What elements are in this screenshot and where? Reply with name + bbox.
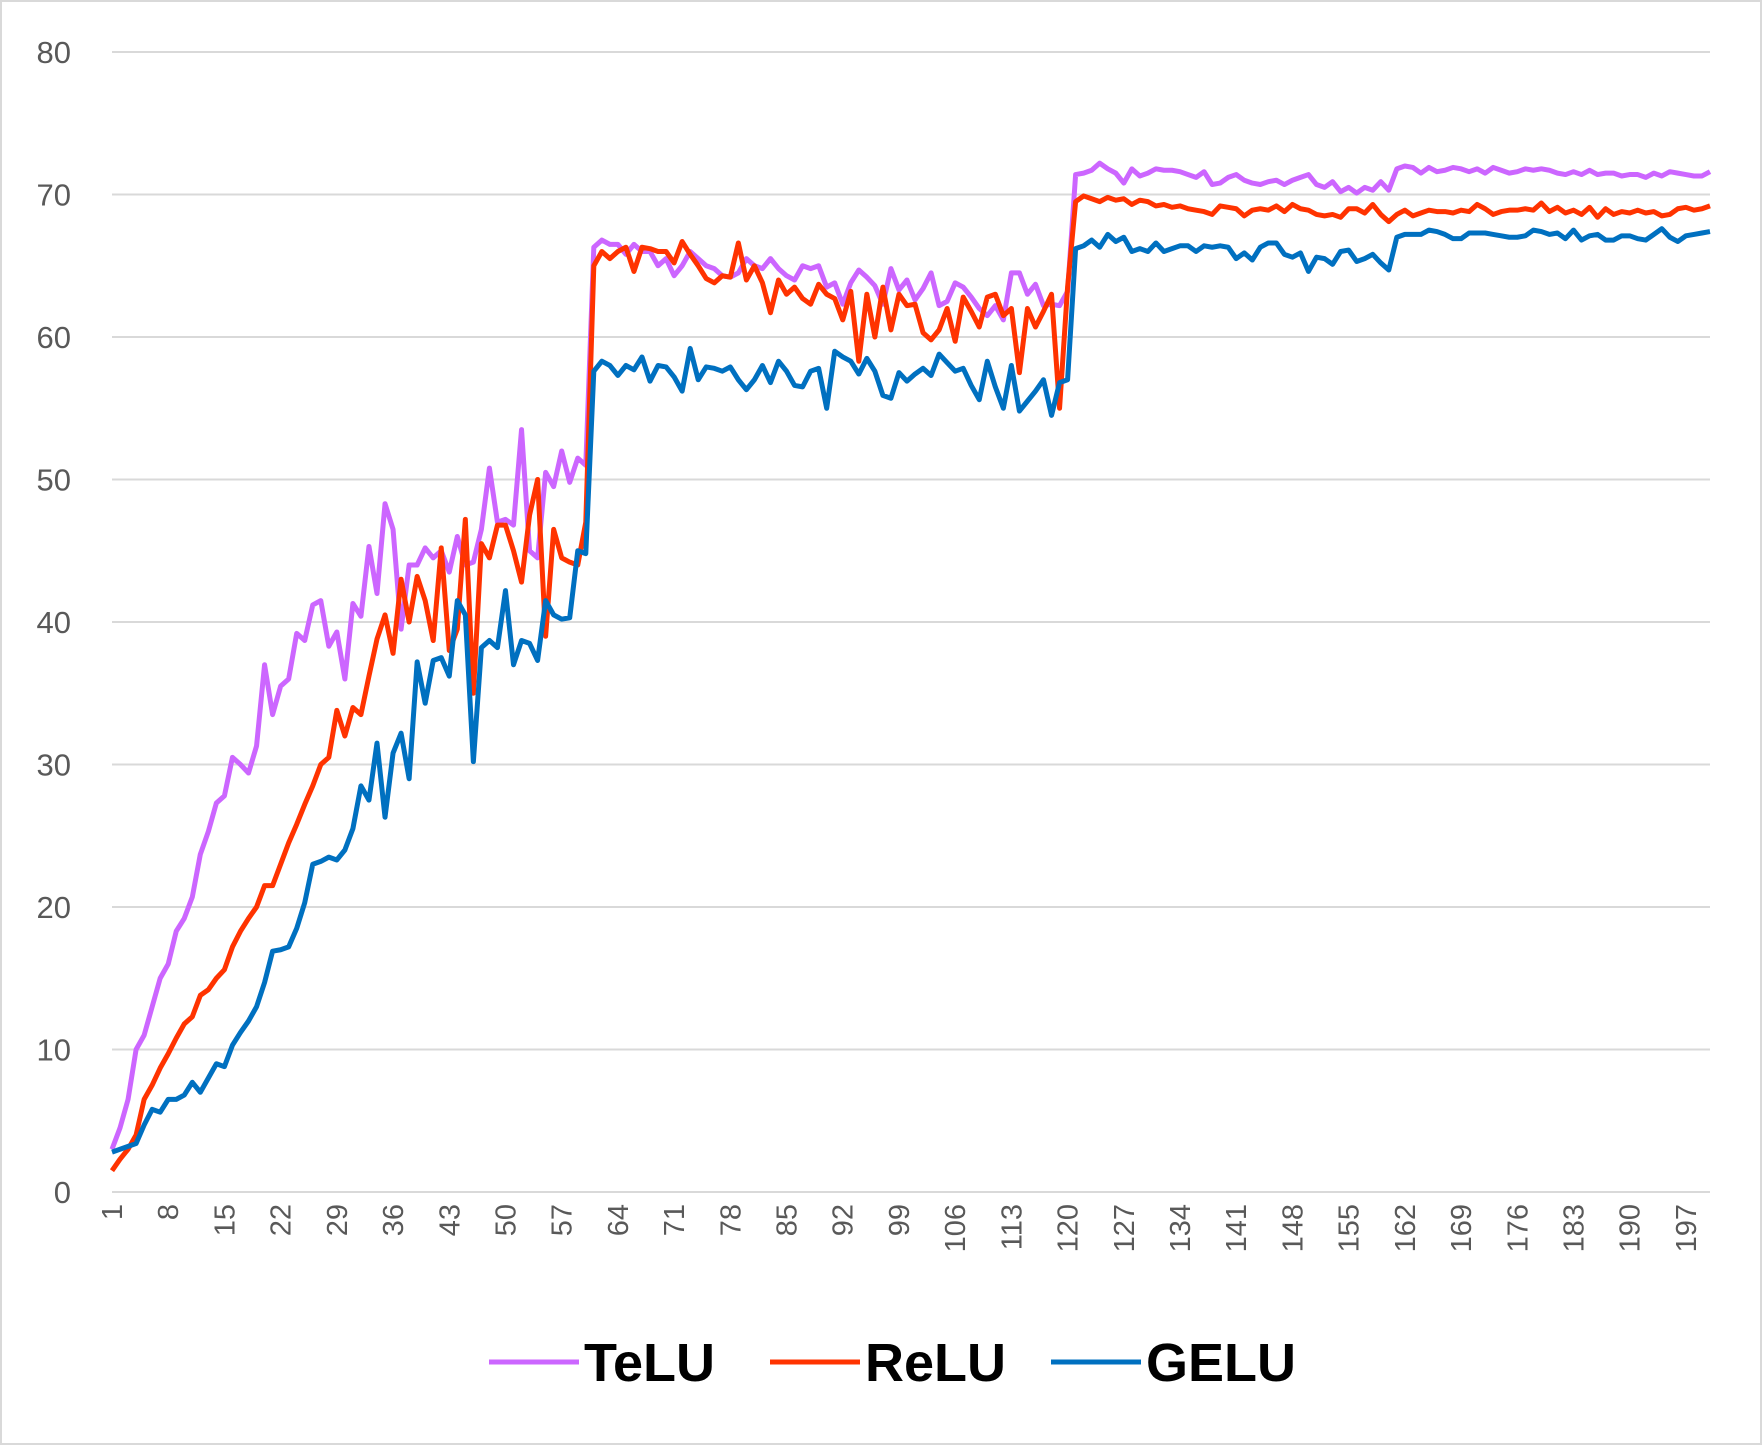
x-tick-label: 148 [1277,1204,1309,1252]
legend-label: TeLU [584,1333,715,1393]
x-tick-label: 43 [434,1204,466,1236]
x-tick-label: 85 [772,1204,804,1236]
y-tick-label: 30 [37,748,71,783]
x-tick-label: 92 [828,1204,860,1236]
y-tick-label: 20 [37,890,71,925]
x-tick-label: 176 [1502,1204,1534,1252]
x-tick-label: 169 [1446,1204,1478,1252]
x-tick-label: 1 [97,1204,129,1220]
series-line [109,193,1711,1173]
x-tick-label: 15 [209,1204,241,1236]
x-tick-label: 183 [1558,1204,1590,1252]
legend-label: ReLU [865,1333,1006,1393]
x-tick-label: 162 [1390,1204,1422,1252]
x-tick-label: 127 [1109,1204,1141,1252]
y-tick-label: 0 [54,1175,71,1210]
y-tick-label: 70 [37,178,71,213]
x-tick-label: 36 [378,1204,410,1236]
x-tick-label: 8 [153,1204,185,1220]
y-tick-label: 80 [37,35,71,70]
x-tick-label: 78 [715,1204,747,1236]
series-line [111,226,1711,1155]
y-tick-label: 40 [37,605,71,640]
x-tick-label: 190 [1615,1204,1647,1252]
x-tick-label: 106 [940,1204,972,1252]
x-tick-label: 141 [1221,1204,1253,1252]
y-tick-label: 50 [37,463,71,498]
x-tick-label: 155 [1334,1204,1366,1252]
x-tick-label: 50 [490,1204,522,1236]
series-line [109,160,1712,1151]
x-tick-label: 22 [266,1204,298,1236]
x-tick-label: 57 [547,1204,579,1236]
y-tick-label: 10 [37,1033,71,1068]
x-tick-label: 64 [603,1204,635,1236]
legend-label: GELU [1146,1333,1296,1393]
x-tick-label: 120 [1053,1204,1085,1252]
x-tick-label: 134 [1165,1204,1197,1252]
x-tick-label: 197 [1671,1204,1703,1252]
x-tick-label: 113 [996,1204,1028,1250]
x-tick-label: 29 [322,1204,354,1236]
x-tick-label: 71 [659,1204,691,1236]
x-tick-label: 99 [884,1204,916,1236]
y-tick-label: 60 [37,320,71,355]
